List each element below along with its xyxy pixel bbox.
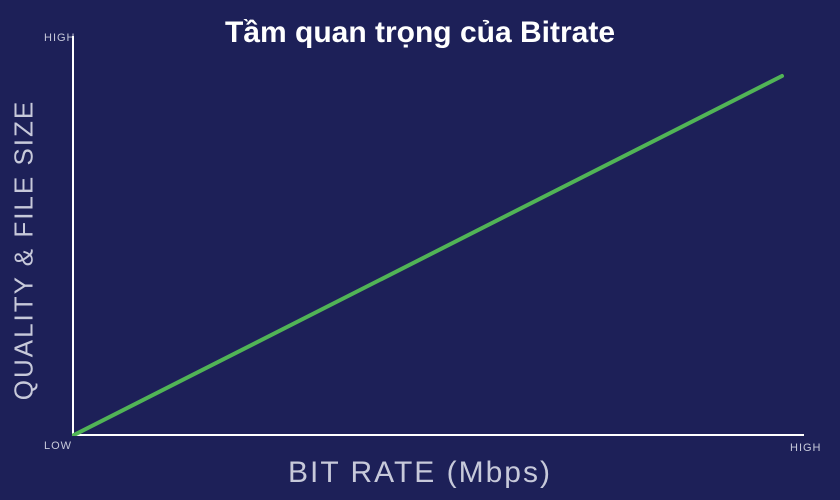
chart-line-svg xyxy=(72,36,804,436)
chart-plot-area xyxy=(72,36,804,436)
y-tick-high: HIGH xyxy=(44,32,76,44)
y-axis-label: QUALITY & FILE SIZE xyxy=(9,100,40,401)
x-tick-high: HIGH xyxy=(790,442,822,454)
y-tick-low: LOW xyxy=(44,440,72,452)
x-axis-label: BIT RATE (Mbps) xyxy=(288,456,552,490)
series-line xyxy=(72,76,782,436)
